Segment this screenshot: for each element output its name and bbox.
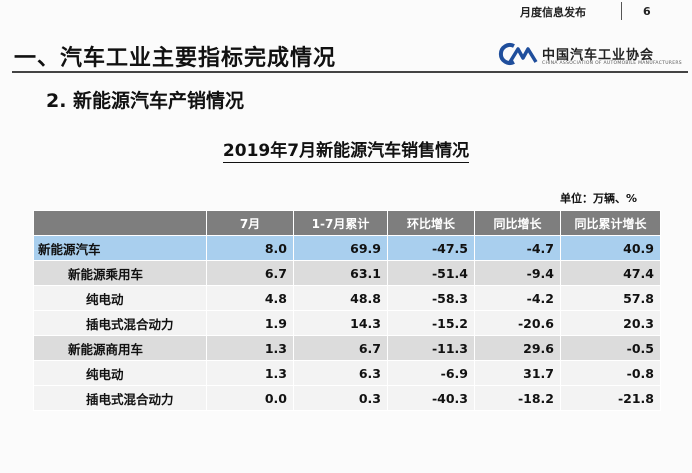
table-row-category: 新能源商用车 1.3 6.7 -11.3 29.6 -0.5 bbox=[33, 335, 661, 361]
row-label: 新能源汽车 bbox=[33, 235, 207, 261]
column-header: 环比增长 bbox=[387, 210, 475, 236]
column-header: 1-7月累计 bbox=[293, 210, 388, 236]
column-header: 同比累计增长 bbox=[560, 210, 661, 236]
table-cell: -20.6 bbox=[474, 310, 561, 336]
row-label: 新能源商用车 bbox=[33, 335, 207, 361]
table-cell: -21.8 bbox=[560, 385, 661, 411]
title-rule bbox=[12, 71, 688, 73]
column-header: 同比增长 bbox=[474, 210, 561, 236]
table-cell: 4.8 bbox=[206, 285, 294, 311]
table-cell: 69.9 bbox=[293, 235, 388, 261]
table-cell: 6.7 bbox=[206, 260, 294, 286]
table-cell: -9.4 bbox=[474, 260, 561, 286]
logo-english-name: CHINA ASSOCIATION OF AUTOMOBILE MANUFACT… bbox=[542, 61, 682, 66]
table-cell: 0.3 bbox=[293, 385, 388, 411]
publication-label: 月度信息发布 bbox=[520, 6, 586, 19]
sales-table: 7月 1-7月累计 环比增长 同比增长 同比累计增长 新能源汽车 8.0 69.… bbox=[33, 210, 661, 411]
table-cell: 1.3 bbox=[206, 360, 294, 386]
table-row: 纯电动 4.8 48.8 -58.3 -4.2 57.8 bbox=[33, 285, 661, 311]
row-label: 纯电动 bbox=[33, 360, 207, 386]
column-header: 7月 bbox=[206, 210, 294, 236]
table-cell: -11.3 bbox=[387, 335, 475, 361]
section-subtitle: 2. 新能源汽车产销情况 bbox=[46, 90, 245, 112]
table-row: 纯电动 1.3 6.3 -6.9 31.7 -0.8 bbox=[33, 360, 661, 386]
table-cell: 63.1 bbox=[293, 260, 388, 286]
table-cell: 0.0 bbox=[206, 385, 294, 411]
table-cell: -51.4 bbox=[387, 260, 475, 286]
column-header bbox=[33, 210, 207, 236]
table-title: 2019年7月新能源汽车销售情况 bbox=[0, 136, 692, 163]
table-cell: -0.8 bbox=[560, 360, 661, 386]
table-cell: 20.3 bbox=[560, 310, 661, 336]
table-row-category: 新能源乘用车 6.7 63.1 -51.4 -9.4 47.4 bbox=[33, 260, 661, 286]
table-cell: -47.5 bbox=[387, 235, 475, 261]
table-cell: 1.9 bbox=[206, 310, 294, 336]
table-cell: 6.3 bbox=[293, 360, 388, 386]
table-cell: -40.3 bbox=[387, 385, 475, 411]
table-cell: 1.3 bbox=[206, 335, 294, 361]
row-label: 插电式混合动力 bbox=[33, 310, 207, 336]
table-title-text: 2019年7月新能源汽车销售情况 bbox=[222, 141, 470, 163]
row-label: 纯电动 bbox=[33, 285, 207, 311]
caam-logo: 中国汽车工业协会 CHINA ASSOCIATION OF AUTOMOBILE… bbox=[494, 42, 684, 70]
table-cell: -4.2 bbox=[474, 285, 561, 311]
table-cell: -0.5 bbox=[560, 335, 661, 361]
table-cell: 8.0 bbox=[206, 235, 294, 261]
logo-name: 中国汽车工业协会 bbox=[542, 48, 655, 63]
table-header-row: 7月 1-7月累计 环比增长 同比增长 同比累计增长 bbox=[33, 210, 661, 236]
table-cell: -18.2 bbox=[474, 385, 561, 411]
table-cell: 57.8 bbox=[560, 285, 661, 311]
page-number: 6 bbox=[643, 5, 651, 18]
row-label: 插电式混合动力 bbox=[33, 385, 207, 411]
table-cell: -6.9 bbox=[387, 360, 475, 386]
table-cell: -4.7 bbox=[474, 235, 561, 261]
table-cell: 40.9 bbox=[560, 235, 661, 261]
table-cell: -58.3 bbox=[387, 285, 475, 311]
table-row: 插电式混合动力 1.9 14.3 -15.2 -20.6 20.3 bbox=[33, 310, 661, 336]
table-cell: 29.6 bbox=[474, 335, 561, 361]
table-row: 插电式混合动力 0.0 0.3 -40.3 -18.2 -21.8 bbox=[33, 385, 661, 411]
table-cell: 6.7 bbox=[293, 335, 388, 361]
table-cell: 47.4 bbox=[560, 260, 661, 286]
table-cell: 31.7 bbox=[474, 360, 561, 386]
slide-title: 一、汽车工业主要指标完成情况 bbox=[14, 46, 337, 71]
table-cell: -15.2 bbox=[387, 310, 475, 336]
caam-logo-icon bbox=[498, 43, 538, 65]
row-label: 新能源乘用车 bbox=[33, 260, 207, 286]
header-divider bbox=[621, 2, 622, 20]
table-cell: 48.8 bbox=[293, 285, 388, 311]
table-cell: 14.3 bbox=[293, 310, 388, 336]
table-row-total: 新能源汽车 8.0 69.9 -47.5 -4.7 40.9 bbox=[33, 235, 661, 261]
unit-label: 单位：万辆、% bbox=[560, 192, 638, 205]
